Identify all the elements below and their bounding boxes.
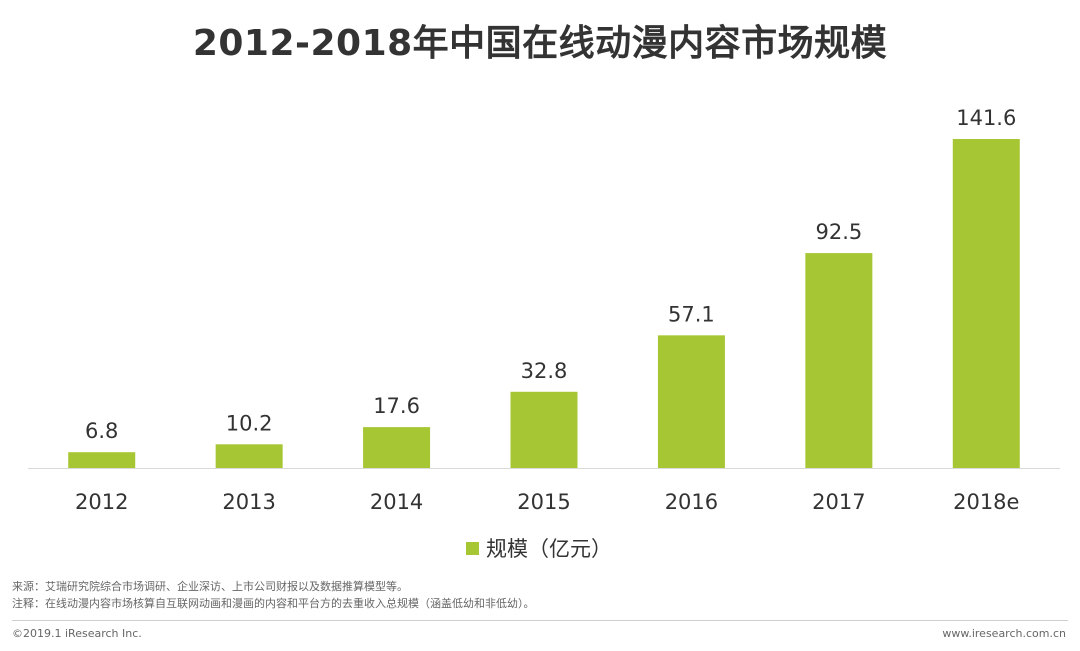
bar-2014 <box>363 427 431 468</box>
website-text: www.iresearch.com.cn <box>942 627 1066 640</box>
x-tick-label: 2012 <box>75 490 128 514</box>
copyright-text: ©2019.1 iResearch Inc. <box>12 627 142 640</box>
bar-2015 <box>510 391 578 468</box>
footer-divider <box>12 620 1068 621</box>
bar-value-label: 57.1 <box>668 302 715 326</box>
bar-value-label: 10.2 <box>226 411 273 435</box>
bar-2016 <box>657 335 725 468</box>
x-tick-label: 2014 <box>370 490 423 514</box>
chart-title: 2012-2018年中国在线动漫内容市场规模 <box>192 23 888 64</box>
bar-2012 <box>68 452 136 468</box>
bar-value-label: 17.6 <box>373 394 420 418</box>
x-tick-label: 2017 <box>812 490 865 514</box>
source-note: 来源：艾瑞研究院综合市场调研、企业深访、上市公司财报以及数据推算模型等。 <box>12 580 408 593</box>
legend-label: 规模（亿元） <box>486 537 612 561</box>
x-tick-label: 2013 <box>222 490 275 514</box>
legend-swatch <box>466 541 479 555</box>
bar-value-label: 6.8 <box>85 419 118 443</box>
bar-value-label: 141.6 <box>956 106 1016 130</box>
bar-2017 <box>805 253 873 468</box>
x-tick-label: 2018e <box>953 490 1019 514</box>
labels-layer: 6.8 2012 10.2 2013 17.6 2014 32.8 2015 57.1 2016 9… <box>75 106 1019 514</box>
bars-layer <box>68 139 1020 468</box>
bar-value-label: 32.8 <box>521 359 568 383</box>
x-tick-label: 2016 <box>665 490 718 514</box>
x-tick-label: 2015 <box>517 490 570 514</box>
legend: 规模（亿元） <box>466 533 612 563</box>
bar-value-label: 92.5 <box>815 220 862 244</box>
bar-2013 <box>215 444 283 468</box>
bar-2018e <box>952 139 1020 468</box>
remark-note: 注释：在线动漫内容市场核算自互联网动画和漫画的内容和平台方的去重收入总规模（涵盖… <box>12 597 535 610</box>
